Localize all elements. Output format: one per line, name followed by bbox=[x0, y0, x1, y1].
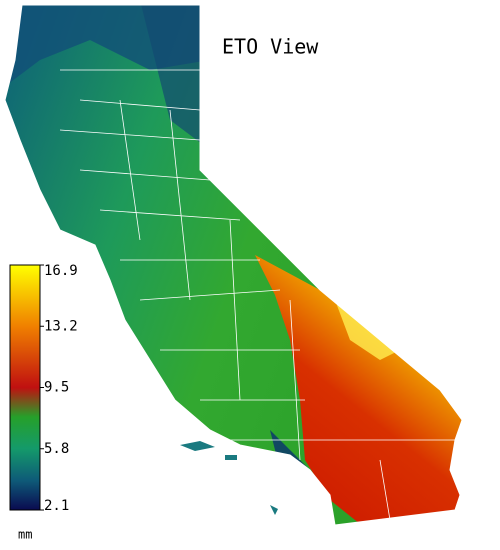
map-title: ETO View bbox=[222, 35, 319, 59]
color-bar bbox=[9, 264, 41, 511]
tick-label: 2.1 bbox=[44, 498, 69, 514]
tick-label: 16.9 bbox=[44, 263, 78, 279]
color-legend: mm 16.9 13.2 9.5 5.8 2.1 bbox=[9, 263, 78, 542]
tick-label: 13.2 bbox=[44, 318, 78, 334]
islands bbox=[180, 441, 278, 515]
legend-unit: mm bbox=[18, 528, 32, 542]
tick-label: 9.5 bbox=[44, 380, 69, 396]
tick-label: 5.8 bbox=[44, 441, 69, 457]
